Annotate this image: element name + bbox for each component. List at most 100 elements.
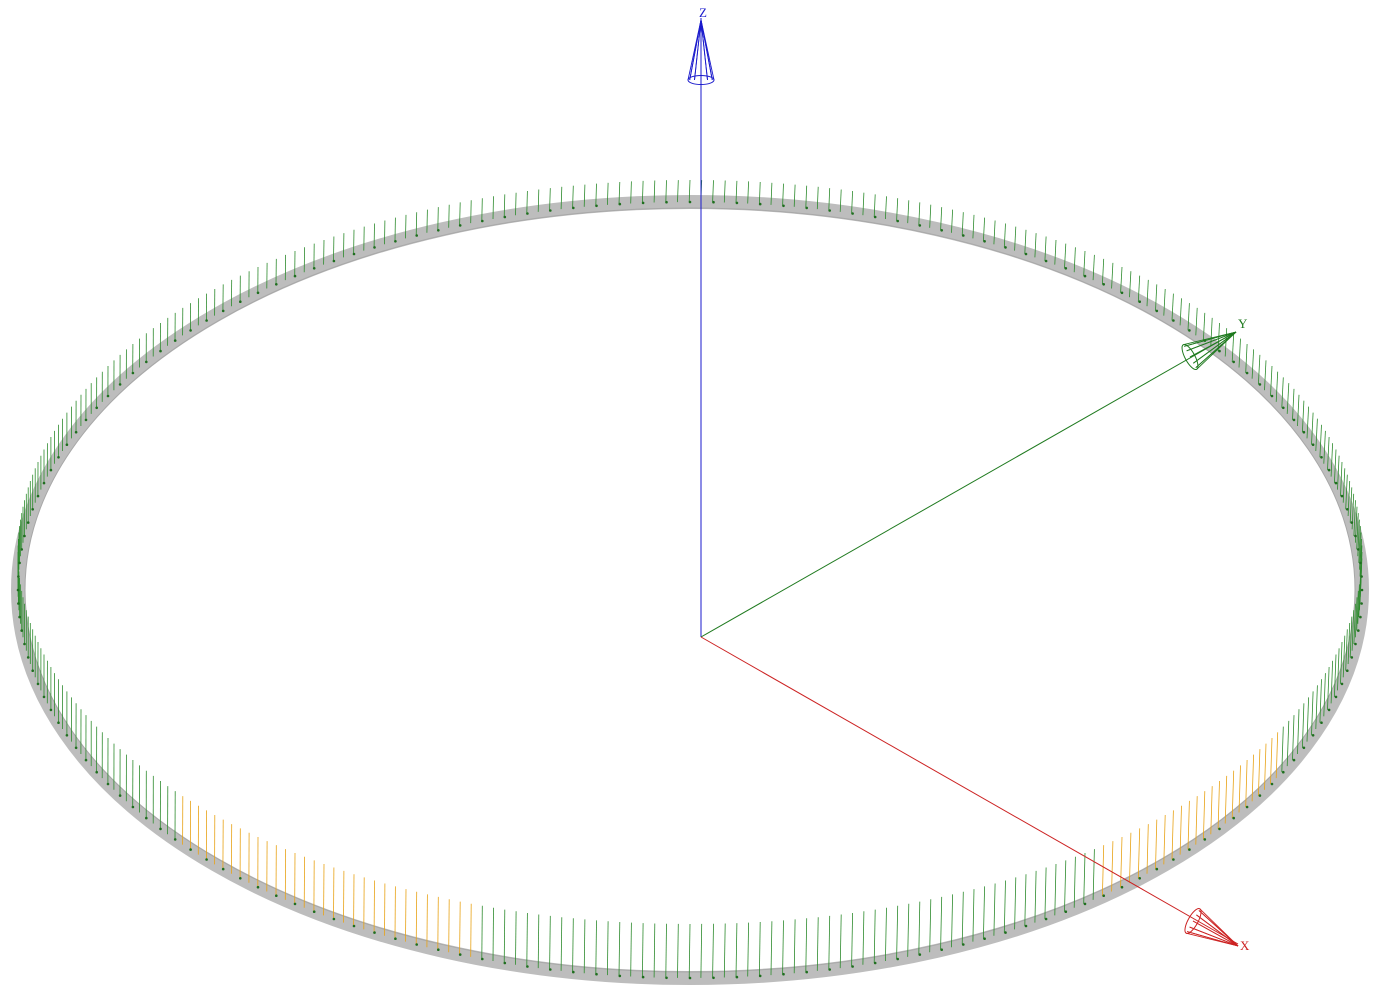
ring-node (352, 252, 356, 256)
ring-node (805, 970, 808, 974)
ring-node (758, 202, 762, 206)
load-vector (1137, 275, 1141, 302)
ring-node (735, 975, 739, 979)
ring-node (1218, 349, 1221, 353)
load-vector (560, 186, 563, 210)
load-vector (1292, 715, 1295, 761)
load-vector (688, 923, 691, 979)
load-vector (677, 923, 679, 978)
ring-node (1360, 588, 1364, 592)
ring-node (1282, 770, 1285, 774)
load-vector (1340, 461, 1343, 497)
cone-line (1195, 331, 1237, 369)
load-vector (1187, 800, 1190, 850)
load-vector (1258, 749, 1261, 796)
cone-line (700, 19, 713, 81)
load-vector (618, 181, 621, 205)
load-vector (1003, 223, 1006, 248)
x-axis-line (700, 636, 1239, 945)
ring-node (1232, 816, 1235, 820)
load-vector (1195, 307, 1198, 336)
load-vector (862, 911, 865, 965)
ring-node (221, 867, 225, 871)
load-vector (983, 886, 985, 939)
load-vector (1319, 679, 1322, 723)
load-vector (405, 214, 407, 239)
ring-node (1359, 561, 1362, 565)
load-vector (595, 183, 597, 206)
load-vector (961, 891, 964, 945)
cone-line (700, 19, 708, 81)
ring-node (1083, 274, 1087, 278)
load-vector (549, 188, 551, 211)
load-vector (515, 192, 517, 216)
load-vector (426, 894, 428, 948)
ring-node (1334, 481, 1338, 485)
load-vector (1054, 863, 1057, 916)
load-vector (828, 915, 831, 970)
load-vector (983, 217, 985, 242)
load-vector (873, 194, 876, 218)
load-vector (929, 204, 932, 228)
load-vector (515, 911, 517, 965)
load-vector (1064, 860, 1067, 912)
ring-node (74, 746, 78, 750)
load-vector (782, 920, 784, 975)
ring-node (618, 202, 622, 206)
load-vector (747, 922, 749, 977)
load-vector (1155, 819, 1158, 870)
ring-node (1138, 877, 1141, 880)
load-vector (1356, 590, 1359, 631)
load-vector (437, 207, 439, 231)
load-vector (885, 196, 887, 220)
ring-node (712, 976, 715, 980)
ring-node (549, 209, 552, 212)
ring-node (106, 782, 110, 786)
load-vector (1111, 262, 1114, 289)
ring-node (549, 968, 552, 971)
ring-node (481, 219, 484, 223)
load-vector (961, 212, 964, 236)
load-vector (828, 188, 831, 211)
ring-node (1354, 642, 1357, 646)
ring-node (31, 508, 34, 511)
load-vector (839, 914, 842, 969)
load-vector (805, 185, 808, 208)
ring-node (256, 885, 260, 889)
load-vector (1146, 279, 1149, 307)
ring-node (1172, 858, 1175, 861)
load-vector (700, 923, 703, 978)
ring-node (1320, 721, 1323, 724)
ring-node (1270, 394, 1274, 398)
load-vector (1327, 666, 1330, 710)
load-vector (459, 202, 461, 226)
load-vector (470, 903, 472, 957)
load-vector (1003, 880, 1006, 933)
load-vector (1034, 233, 1037, 258)
load-vector (1345, 474, 1348, 510)
ring-node (1270, 782, 1274, 786)
cone-line (1189, 926, 1239, 947)
load-vector (1302, 400, 1305, 433)
ring-node (293, 274, 297, 278)
ring-node (1188, 848, 1191, 851)
ring-node (42, 695, 46, 699)
load-vector (1120, 836, 1123, 888)
ring-node (503, 215, 507, 219)
ring-node (896, 957, 899, 961)
load-vector (1349, 487, 1353, 523)
load-vector (770, 182, 773, 205)
ring-node (57, 721, 60, 724)
ring-node (437, 229, 440, 232)
ring-node (503, 961, 507, 965)
ring-node (95, 770, 98, 774)
ring-node (1102, 894, 1105, 897)
ring-node (526, 965, 529, 968)
load-vector (1311, 691, 1314, 736)
load-vector (1203, 312, 1206, 341)
load-vector (653, 180, 656, 203)
ring-node (1320, 456, 1323, 459)
ring-node (84, 418, 88, 422)
ring-node (828, 968, 831, 971)
